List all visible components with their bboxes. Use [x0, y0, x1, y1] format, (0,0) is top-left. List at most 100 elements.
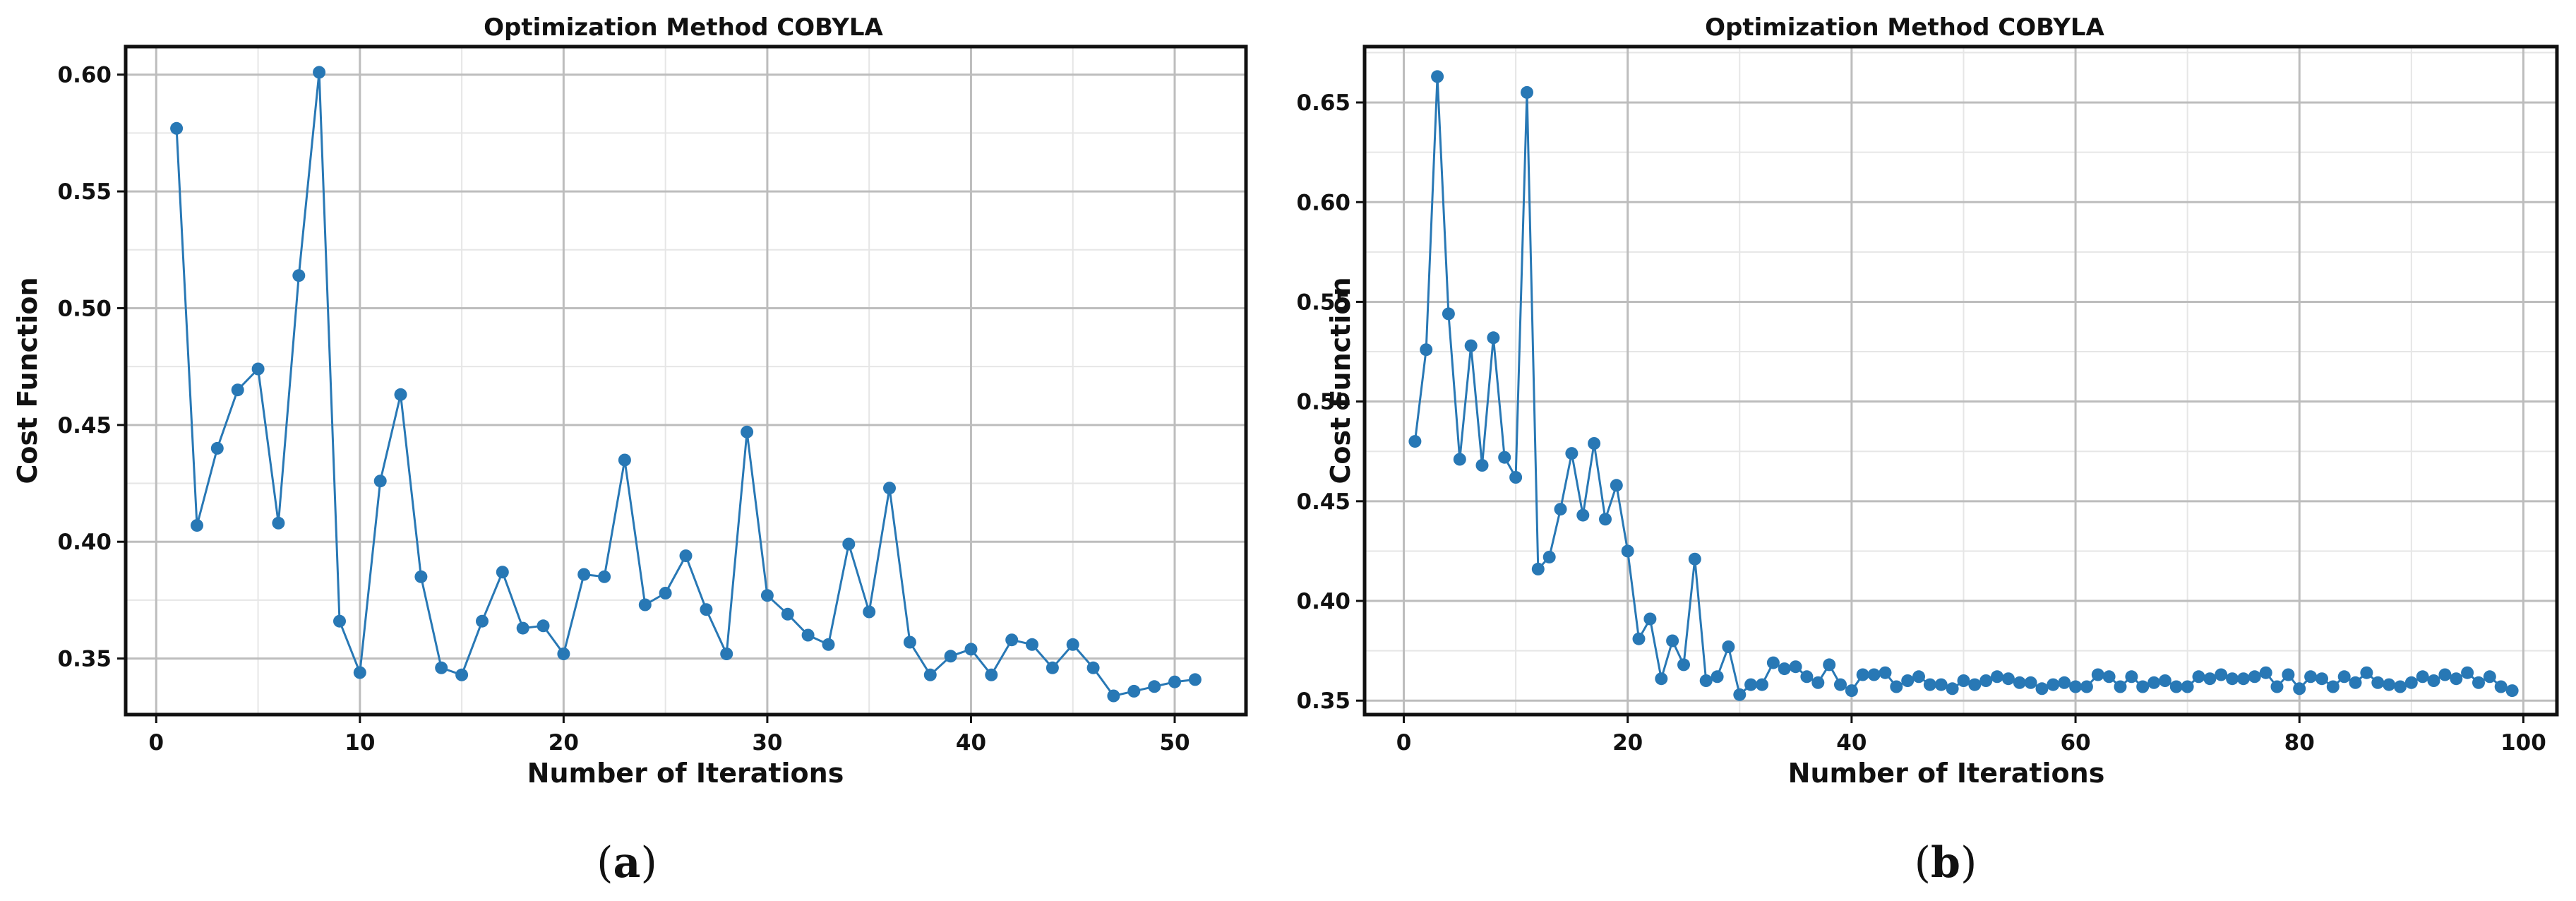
chart-a-data-point [516, 621, 529, 635]
chart-b-data-point [2326, 680, 2340, 693]
chart-a-data-point [1046, 661, 1059, 674]
chart-b-data-point [1531, 562, 1545, 575]
chart-a-data-point [414, 570, 428, 583]
chart-a-data-point [1026, 638, 1038, 651]
chart-a-data-point [760, 589, 774, 602]
chart-a-data-point [476, 614, 489, 628]
chart-a-data-point [985, 668, 998, 681]
chart-b-data-point [2203, 672, 2217, 686]
chart-a: Optimization Method COBYLA 0 10 20 30 40 50 0.… [12, 13, 1248, 789]
chart-a-data-point [801, 628, 815, 642]
chart-a-data-point [1086, 661, 1100, 674]
chart-a-data-point [292, 269, 306, 282]
chart-b-data-point [2427, 674, 2440, 687]
chart-b-data-point [2013, 676, 2026, 689]
chart-b-data-point [1610, 479, 1623, 492]
chart-b-data-point [1991, 670, 2003, 684]
subcaption-b: (b) [1915, 838, 1977, 888]
subcaption-b-close: ) [1960, 838, 1977, 888]
chart-b-data-point [2001, 672, 2015, 686]
chart-a-x-tick-label: 0 [148, 730, 164, 756]
subcaption-b-letter: b [1931, 838, 1960, 888]
chart-b-data-point [1834, 678, 1847, 691]
chart-a-ticks: 0 10 20 30 40 50 0.35 0.40 0.45 0.50 0.55 0.60 [58, 63, 1190, 756]
chart-b-data-point [1789, 660, 1802, 674]
chart-b-data-point [2114, 680, 2127, 693]
chart-b-data-point [1923, 678, 1936, 691]
chart-a-data-point [577, 568, 591, 581]
chart-b-data-point [2371, 676, 2385, 689]
subcaption-a-letter: a [613, 838, 641, 888]
chart-b-data-point [2215, 668, 2228, 681]
chart-a-data-point [1005, 633, 1019, 647]
chart-b-data-point [1766, 656, 1780, 669]
chart-b-data-point [2450, 672, 2463, 686]
chart-a-data-point [1168, 675, 1181, 688]
chart-b-data-point [2360, 666, 2373, 679]
chart-b-data-point [2125, 670, 2138, 684]
chart-a-plot-frame [124, 44, 1248, 717]
chart-b-data-point [1632, 632, 1646, 645]
chart-a-data-point [822, 638, 835, 651]
chart-b-data-point [2069, 680, 2083, 693]
chart-b-data-point [1778, 662, 1791, 676]
chart-a-data-point [455, 668, 469, 681]
chart-b-data-point [2080, 680, 2093, 693]
chart-b-data-point [2282, 668, 2295, 681]
chart-a-data-point [598, 570, 611, 583]
chart-a-data-point [435, 661, 448, 674]
subcaption-a: (a) [597, 838, 657, 888]
chart-b-y-tick-label: 0.35 [1297, 688, 1351, 714]
chart-b-data-point [2394, 680, 2407, 693]
chart-b-data-point [1856, 668, 1869, 681]
subcaption-b-open: ( [1915, 838, 1931, 888]
chart-b-data-point [1542, 550, 1556, 563]
chart-b-data-point [2236, 672, 2250, 686]
chart-b-data-point [2404, 676, 2418, 689]
chart-a-data-point [537, 619, 550, 633]
chart-a-title: Optimization Method COBYLA [484, 13, 883, 42]
chart-a-data-point [700, 603, 713, 616]
chart-a-x-tick-label: 40 [956, 730, 986, 756]
chart-b-data-point [1431, 70, 1444, 83]
chart-b-data-point [1979, 674, 1993, 687]
chart-b-x-axis-label: Number of Iterations [1788, 758, 2105, 789]
chart-b-series [1408, 70, 2519, 701]
chart-a-data-point [210, 441, 224, 455]
chart-a-data-point [1107, 689, 1120, 703]
chart-b-data-point [1487, 331, 1500, 345]
chart-b-data-point [2158, 674, 2171, 687]
chart-b-data-point [1498, 450, 1511, 464]
chart-a-y-axis-label: Cost Function [12, 277, 43, 484]
chart-b-x-tick-label: 60 [2060, 730, 2090, 756]
chart-a-x-axis-label: Number of Iterations [527, 758, 844, 789]
chart-b-data-point [1554, 503, 1567, 516]
chart-a-data-point [679, 549, 693, 563]
chart-b-data-point [1655, 672, 1668, 686]
chart-a-y-tick-label: 0.50 [58, 296, 112, 321]
chart-b-y-tick-label: 0.65 [1297, 90, 1351, 116]
chart-b-data-point [1688, 552, 1701, 566]
chart-a-data-point [964, 643, 978, 656]
chart-a-data-point [333, 614, 346, 628]
chart-b-x-tick-label: 100 [2500, 730, 2546, 756]
chart-b-data-point [2472, 676, 2485, 689]
chart-b-data-point [1711, 670, 1724, 684]
chart-b-data-point [1420, 343, 1433, 357]
chart-b-data-point [1912, 670, 1925, 684]
chart-b-data-point [1453, 453, 1466, 466]
chart-b-data-point [2147, 676, 2161, 689]
chart-b-data-point [2337, 670, 2351, 684]
chart-b-data-point [1565, 447, 1578, 460]
chart-b-data-point [2136, 680, 2150, 693]
chart-b-data-point [2505, 684, 2519, 698]
chart-b-data-point [2024, 676, 2037, 689]
chart-b-data-point [2181, 680, 2194, 693]
chart-a-data-point [191, 519, 203, 532]
chart-b: Optimization Method COBYLA 0 20 40 60 80 1000… [1297, 13, 2559, 789]
chart-a-x-tick-label: 30 [752, 730, 782, 756]
chart-a-data-point [741, 425, 754, 438]
chart-b-data-point [2270, 680, 2284, 693]
chart-a-y-tick-label: 0.45 [58, 413, 112, 438]
chart-b-data-point [2259, 666, 2272, 679]
